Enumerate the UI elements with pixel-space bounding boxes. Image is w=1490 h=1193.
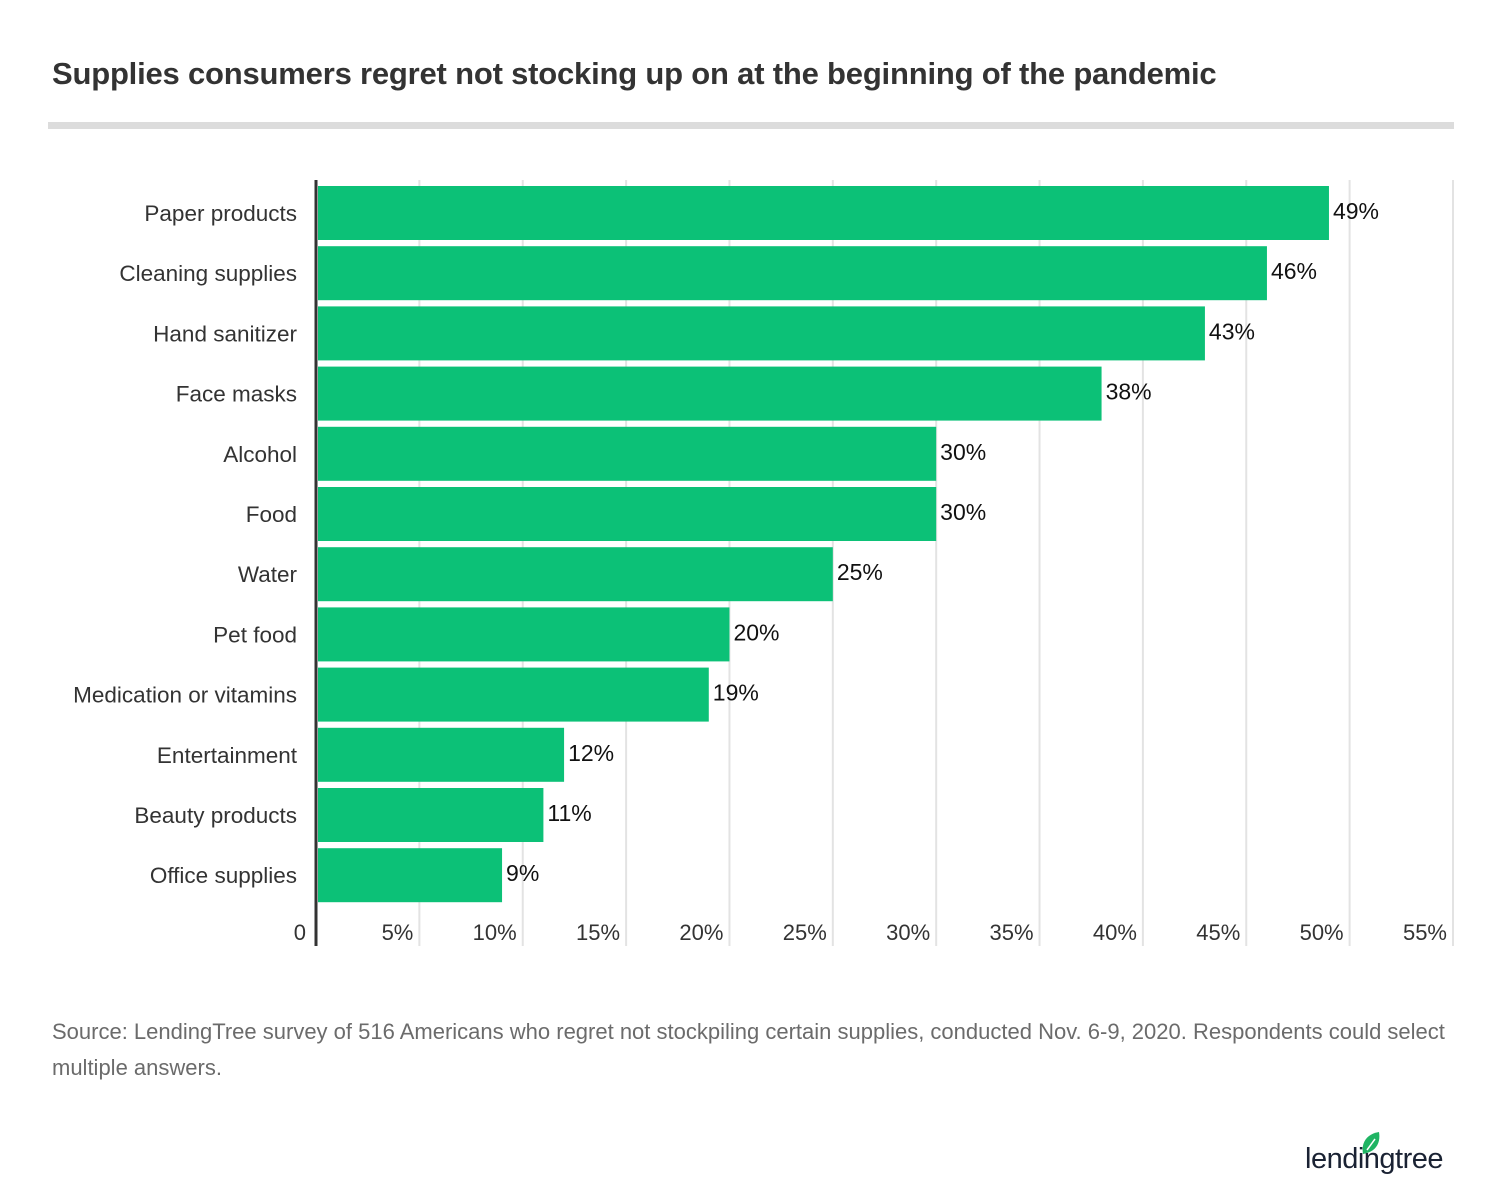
svg-text:lendingtree: lendingtree xyxy=(1305,1143,1443,1175)
x-tick-label: 20% xyxy=(679,920,723,945)
x-tick-label: 5% xyxy=(382,920,414,945)
x-tick-label: 10% xyxy=(473,920,517,945)
data-label: 46% xyxy=(1271,258,1317,284)
data-label: 9% xyxy=(506,860,539,886)
x-tick-label: 30% xyxy=(886,920,930,945)
data-label: 20% xyxy=(733,619,779,645)
category-label: Water xyxy=(238,562,298,587)
category-label: Medication or vitamins xyxy=(73,683,297,708)
x-tick-label: 45% xyxy=(1196,920,1240,945)
data-label: 12% xyxy=(568,740,614,766)
bar xyxy=(318,547,833,602)
bar xyxy=(318,667,709,722)
category-label: Hand sanitizer xyxy=(153,321,297,346)
x-tick-label: 50% xyxy=(1300,920,1344,945)
bar xyxy=(318,246,1267,301)
data-label: 25% xyxy=(837,559,883,585)
source-note: Source: LendingTree survey of 516 Americ… xyxy=(52,1019,1445,1080)
bar xyxy=(318,788,544,842)
bar xyxy=(318,366,1102,421)
data-label: 30% xyxy=(940,439,986,465)
bar xyxy=(318,426,937,481)
category-label: Beauty products xyxy=(134,803,297,828)
data-label: 38% xyxy=(1106,379,1152,405)
data-label: 43% xyxy=(1209,318,1255,344)
category-label: Pet food xyxy=(213,622,297,647)
x-tick-label: 35% xyxy=(989,920,1033,945)
data-label: 30% xyxy=(940,499,986,525)
x-tick-label: 25% xyxy=(783,920,827,945)
bar xyxy=(318,848,503,903)
category-label: Entertainment xyxy=(157,743,298,768)
bar xyxy=(318,487,937,541)
category-label: Face masks xyxy=(176,382,297,407)
chart-title: Supplies consumers regret not stocking u… xyxy=(52,56,1217,91)
category-label: Cleaning supplies xyxy=(119,261,297,286)
bar xyxy=(318,186,1329,240)
lendingtree-logo: lendingtree xyxy=(1305,1132,1444,1175)
data-label: 49% xyxy=(1333,198,1379,224)
x-tick-label: 15% xyxy=(576,920,620,945)
category-label: Food xyxy=(246,502,297,527)
x-tick-label: 0 xyxy=(294,920,306,945)
leaf-icon xyxy=(1362,1132,1380,1154)
bar xyxy=(318,607,730,662)
data-label: 19% xyxy=(713,680,759,706)
x-tick-label: 40% xyxy=(1093,920,1137,945)
data-label: 11% xyxy=(547,800,591,826)
category-label: Alcohol xyxy=(223,442,297,467)
category-label: Paper products xyxy=(144,201,297,226)
bar xyxy=(318,306,1205,361)
bar-chart: Paper products 49% Cleaning supplies 46% Han… xyxy=(73,180,1454,946)
title-divider xyxy=(48,122,1454,129)
bar xyxy=(318,727,565,782)
category-label: Office supplies xyxy=(150,863,297,888)
x-tick-label: 55% xyxy=(1403,920,1447,945)
